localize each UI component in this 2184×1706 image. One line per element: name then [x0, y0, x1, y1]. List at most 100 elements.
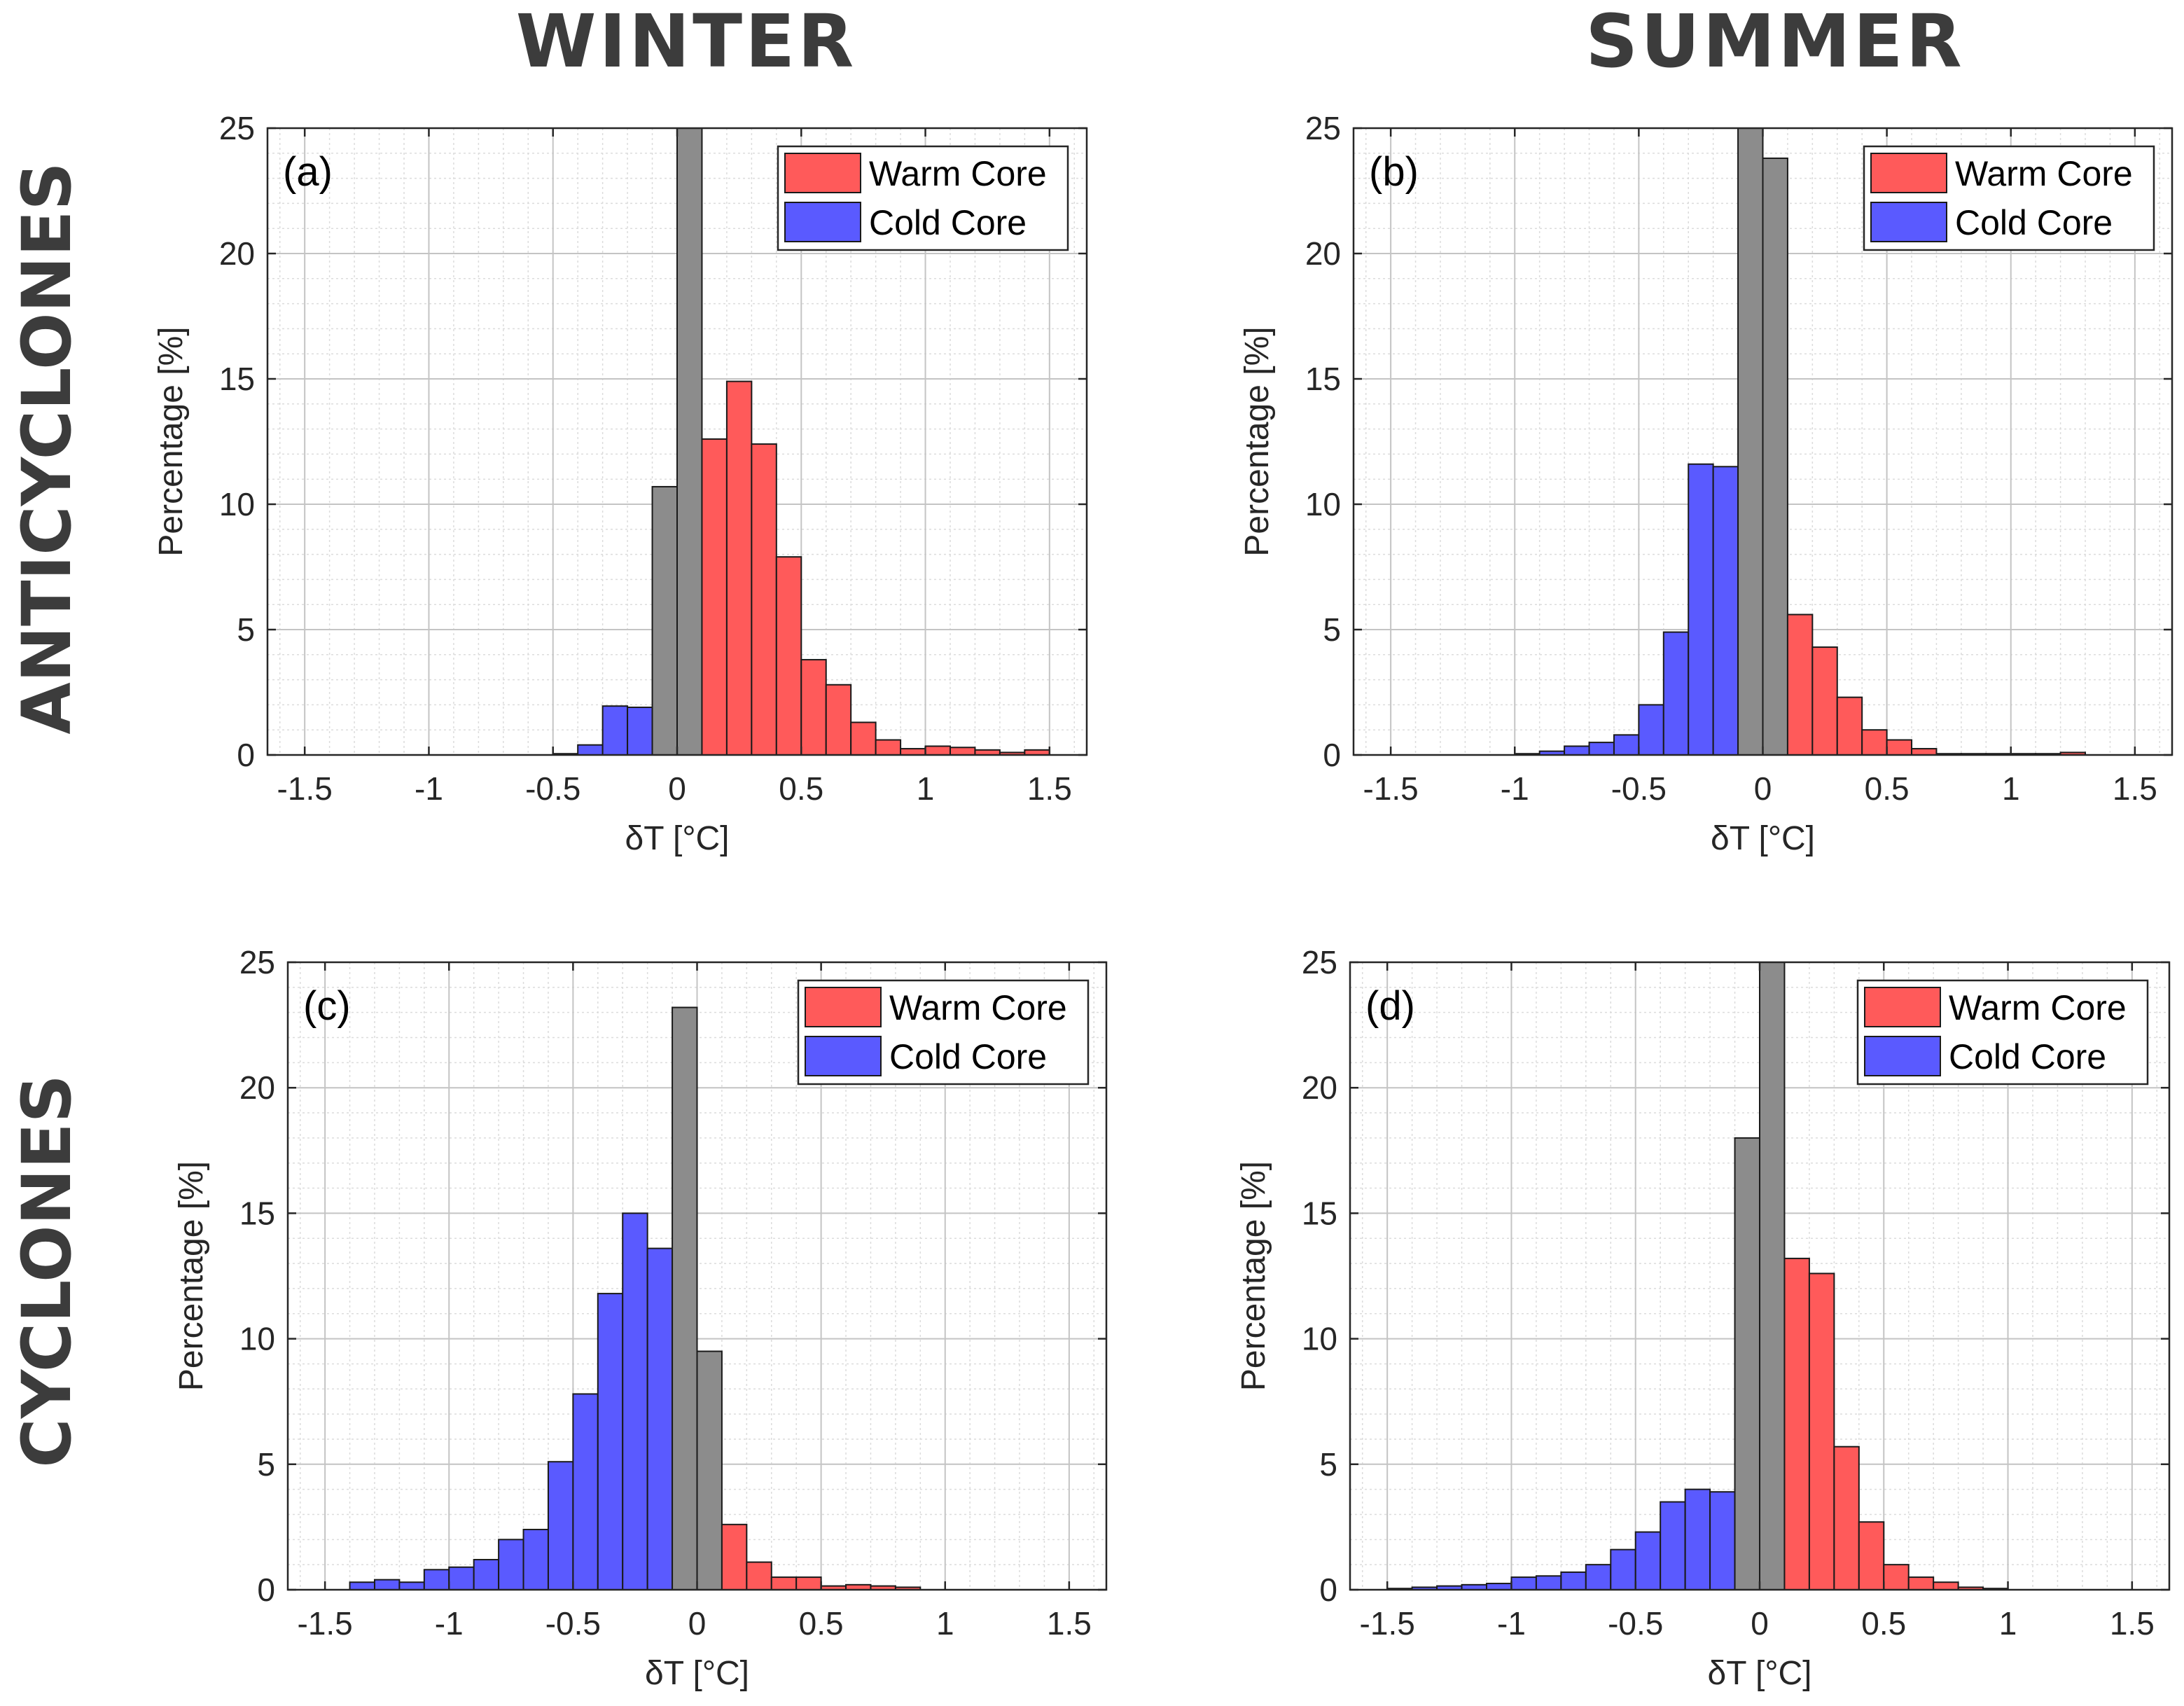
x-tick-label: 1 — [917, 770, 935, 807]
x-axis-label: δT [°C] — [1707, 1655, 1811, 1692]
x-tick-label: 1.5 — [1027, 770, 1072, 807]
bar-cold — [448, 1566, 475, 1590]
legend-swatch-cold — [1864, 1036, 1941, 1076]
x-tick-label: 0 — [688, 1605, 707, 1642]
y-tick-label: 15 — [219, 361, 255, 397]
x-tick-label: 1 — [1999, 1605, 2017, 1642]
bar-warm — [1786, 613, 1814, 755]
legend-label-cold: Cold Core — [1949, 1037, 2106, 1076]
bars — [1386, 962, 2009, 1590]
y-tick-label: 5 — [1323, 611, 1341, 648]
y-tick-label: 0 — [257, 1572, 275, 1608]
x-tick-label: -1.5 — [277, 770, 333, 807]
legend-label-warm: Warm Core — [1949, 988, 2127, 1027]
bar-cold — [577, 744, 604, 755]
bar-neutral — [672, 1006, 698, 1590]
y-tick-label: 10 — [219, 486, 255, 522]
legend-swatch-cold — [805, 1036, 882, 1076]
x-tick-label: 0 — [1754, 770, 1772, 807]
x-tick-label: 0.5 — [779, 770, 823, 807]
bar-warm — [1907, 1576, 1935, 1590]
y-axis-label: Percentage [%] — [153, 326, 190, 556]
bar-cold — [646, 1247, 674, 1590]
x-tick-label: -1 — [415, 770, 443, 807]
legend: Warm Core Cold Core — [1863, 145, 2155, 251]
y-axis-label: Percentage [%] — [1239, 326, 1276, 556]
x-tick-label: -1 — [1497, 1605, 1526, 1642]
x-tick-label: -1.5 — [1360, 1605, 1415, 1642]
panel-label: (a) — [283, 149, 333, 195]
legend-swatch-warm — [1870, 153, 1947, 193]
legend-label-warm: Warm Core — [889, 988, 1067, 1027]
bar-cold — [601, 705, 629, 755]
bar-cold — [547, 1461, 574, 1590]
bar-warm — [825, 684, 852, 755]
x-tick-label: 0.5 — [1861, 1605, 1906, 1642]
bar-cold — [1662, 631, 1690, 755]
chart-panel-2: -1.5 -1 -0.5 0 0.5 1 1.5 0 5 10 15 20 25 δT [°C] Perce… — [1239, 110, 2173, 857]
legend-swatch-warm — [805, 987, 882, 1027]
chart-panel-3: -1.5 -1 -0.5 0 0.5 1 1.5 0 5 10 15 20 25 δT [°C] Perce… — [173, 944, 1108, 1692]
bar-warm — [1783, 1257, 1810, 1590]
y-tick-label: 10 — [239, 1321, 275, 1357]
y-tick-label: 20 — [219, 235, 255, 272]
y-tick-label: 5 — [237, 611, 255, 648]
legend-label-cold: Cold Core — [869, 203, 1027, 242]
bar-cold — [1634, 1531, 1662, 1590]
bar-cold — [627, 706, 653, 755]
x-tick-label: 0 — [668, 770, 686, 807]
bar-warm — [1883, 1564, 1910, 1590]
x-tick-label: -1 — [1501, 770, 1529, 807]
bar-warm — [701, 438, 728, 755]
x-axis-label: δT [°C] — [645, 1655, 749, 1692]
bar-warm — [746, 1561, 772, 1590]
y-tick-label: 10 — [1305, 486, 1341, 522]
bar-cold — [1585, 1564, 1612, 1590]
bar-warm — [1933, 1581, 1959, 1590]
y-tick-label: 0 — [237, 737, 255, 773]
bar-cold — [597, 1293, 624, 1590]
y-tick-label: 15 — [1302, 1195, 1337, 1231]
y-axis-label: Percentage [%] — [173, 1161, 210, 1391]
legend-label-cold: Cold Core — [889, 1037, 1047, 1076]
y-tick-label: 15 — [239, 1195, 275, 1231]
bar-neutral — [1759, 962, 1786, 1590]
chart-panel-1: -1.5 -1 -0.5 0 0.5 1 1.5 0 5 10 15 20 25 δT [°C] Perce… — [153, 110, 1088, 857]
y-tick-label: 0 — [1323, 737, 1341, 773]
bar-cold — [1510, 1576, 1537, 1590]
bar-warm — [1858, 1521, 1885, 1590]
bar-warm — [1861, 729, 1888, 755]
bar-warm — [775, 556, 802, 755]
y-tick-label: 25 — [1305, 110, 1341, 146]
bars — [349, 1006, 921, 1590]
bar-cold — [1709, 1491, 1736, 1590]
bar-cold — [498, 1539, 524, 1590]
x-tick-label: -0.5 — [525, 770, 580, 807]
bar-cold — [1610, 1548, 1636, 1590]
x-tick-label: 1.5 — [2110, 1605, 2155, 1642]
x-tick-label: 1.5 — [2113, 770, 2157, 807]
legend: Warm Core Cold Core — [1856, 979, 2149, 1086]
bar-cold — [1560, 1571, 1587, 1590]
bar-warm — [875, 739, 902, 755]
bar-cold — [522, 1528, 549, 1590]
legend: Warm Core Cold Core — [797, 979, 1090, 1086]
bar-cold — [1564, 745, 1590, 755]
row-title-cyclones: CYCLONES — [8, 1074, 86, 1467]
panel-label: (d) — [1365, 983, 1415, 1029]
bar-warm — [800, 658, 827, 755]
bar-cold — [622, 1212, 648, 1590]
y-axis-label: Percentage [%] — [1235, 1161, 1272, 1391]
y-tick-label: 5 — [257, 1446, 275, 1483]
x-tick-label: 0.5 — [1865, 770, 1910, 807]
bar-neutral — [1762, 157, 1788, 755]
bar-neutral — [676, 128, 703, 755]
legend-swatch-warm — [784, 153, 861, 193]
x-tick-label: 1 — [2002, 770, 2020, 807]
chart-panel-4: -1.5 -1 -0.5 0 0.5 1 1.5 0 5 10 15 20 25 δT [°C] Perce… — [1235, 944, 2171, 1692]
x-tick-label: 1 — [936, 1605, 954, 1642]
bar-neutral — [651, 485, 679, 755]
bar-warm — [1911, 748, 1938, 755]
column-title-summer: SUMMER — [1585, 0, 1964, 84]
